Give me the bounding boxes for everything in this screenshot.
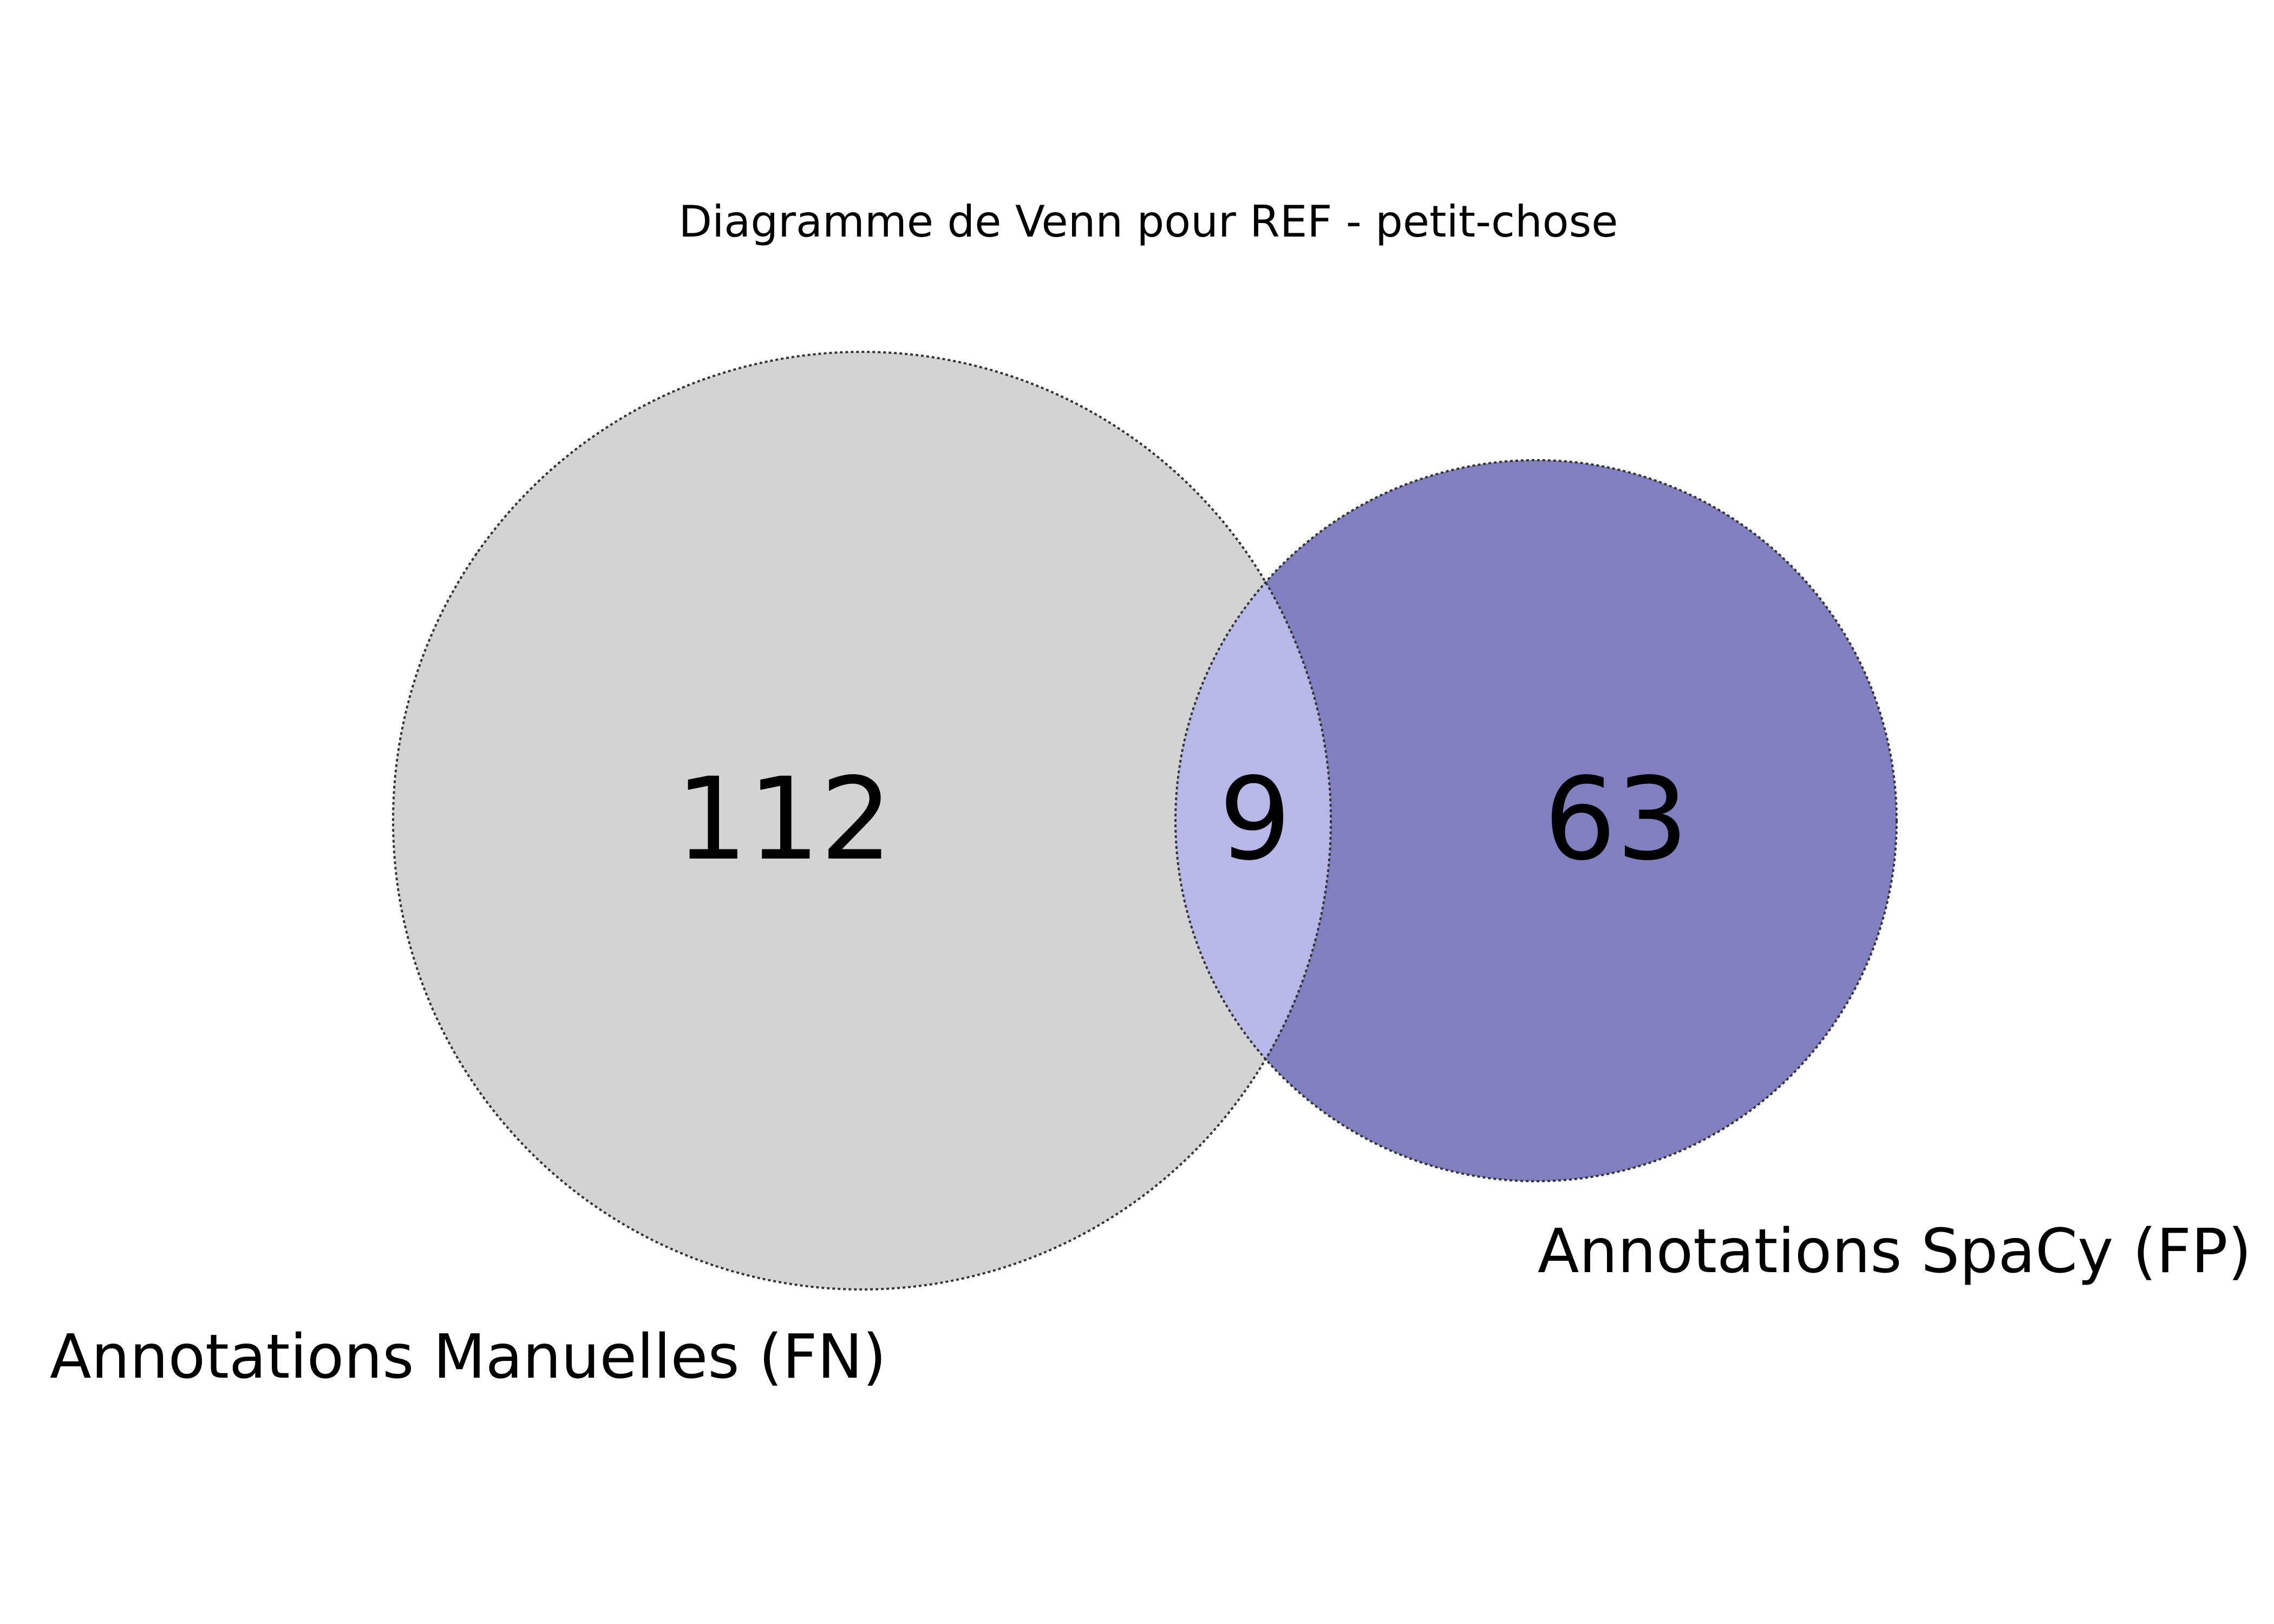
spacy-only-count: 63 (1544, 753, 1688, 886)
set-manual-label: Annotations Manuelles (FN) (50, 1322, 886, 1392)
set-spacy-label: Annotations SpaCy (FP) (1538, 1216, 2251, 1287)
intersection-count: 9 (1219, 753, 1291, 886)
set-spacy-outline (1174, 459, 1898, 1182)
set-spacy-circle (1175, 460, 1897, 1181)
chart-title: Diagramme de Venn pour REF - petit-chose (678, 197, 1618, 247)
manual-only-count: 112 (676, 753, 893, 886)
set-manual-outline (392, 351, 1332, 1291)
set-manual-circle (393, 352, 1331, 1289)
